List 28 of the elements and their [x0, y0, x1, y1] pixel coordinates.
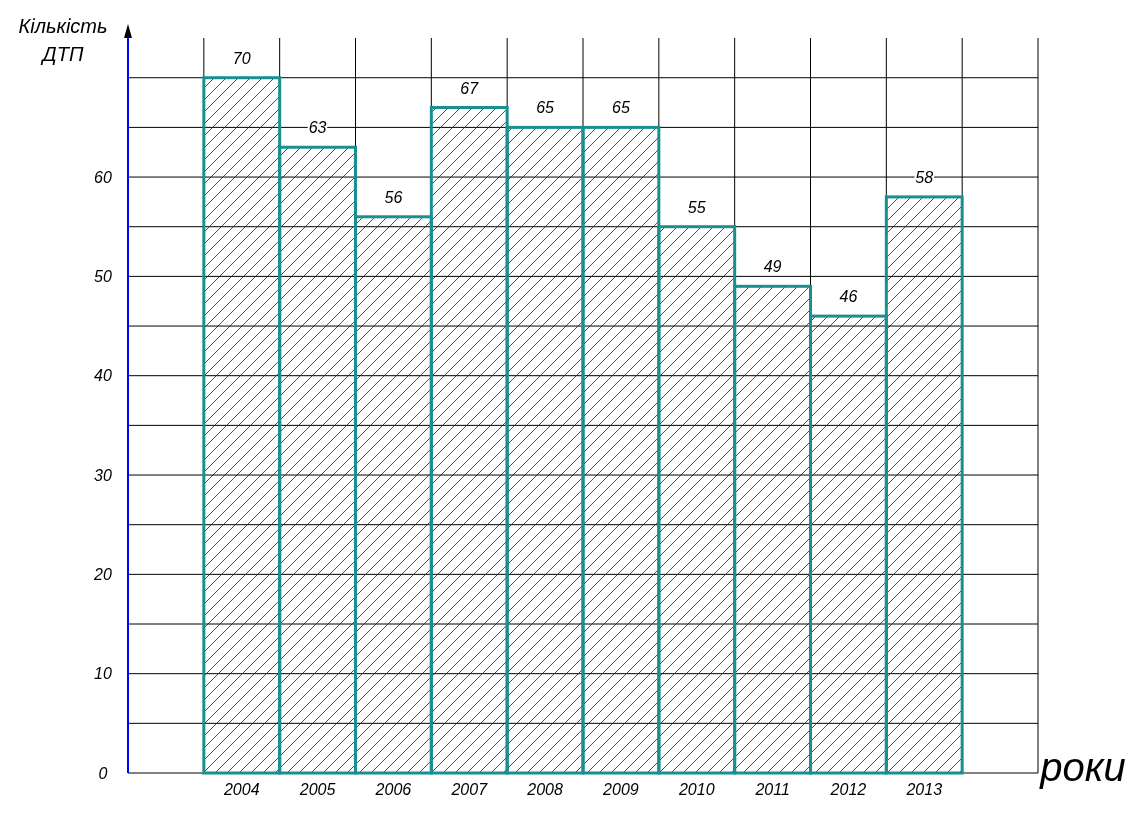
- data-label: 49: [763, 258, 782, 276]
- y-tick-label: 40: [94, 367, 112, 385]
- y-tick-label: 10: [94, 665, 112, 683]
- y-tick-label: 60: [94, 168, 112, 186]
- x-axis-title: роки: [1039, 745, 1126, 789]
- x-tick-label: 2007: [450, 781, 489, 798]
- x-tick-label: 2006: [374, 781, 412, 798]
- y-axis-title: Кількість ДТП: [18, 15, 108, 65]
- x-tick-label: 2013: [905, 781, 943, 798]
- data-label: 67: [460, 79, 480, 97]
- y-tick-label: 50: [94, 267, 112, 285]
- x-tick-label: 2005: [298, 781, 336, 798]
- x-tick-label: 2010: [677, 781, 715, 798]
- x-tick-label: 2008: [526, 781, 563, 798]
- data-label: 58: [915, 168, 934, 186]
- y-tick-label: 0: [98, 764, 108, 782]
- y-tick-label: 30: [94, 466, 112, 484]
- data-label: 55: [687, 198, 706, 216]
- data-label: 65: [536, 99, 555, 117]
- x-tick-label: 2011: [754, 781, 790, 798]
- x-tick-label: 2012: [829, 781, 867, 798]
- data-label: 56: [384, 188, 403, 206]
- y-tick-label: 20: [93, 565, 112, 583]
- data-label: 46: [839, 288, 858, 306]
- data-label: 65: [612, 99, 630, 117]
- x-tick-label: 2004: [222, 781, 260, 798]
- x-tick-label: 2009: [602, 781, 639, 798]
- data-label: 70: [232, 49, 251, 67]
